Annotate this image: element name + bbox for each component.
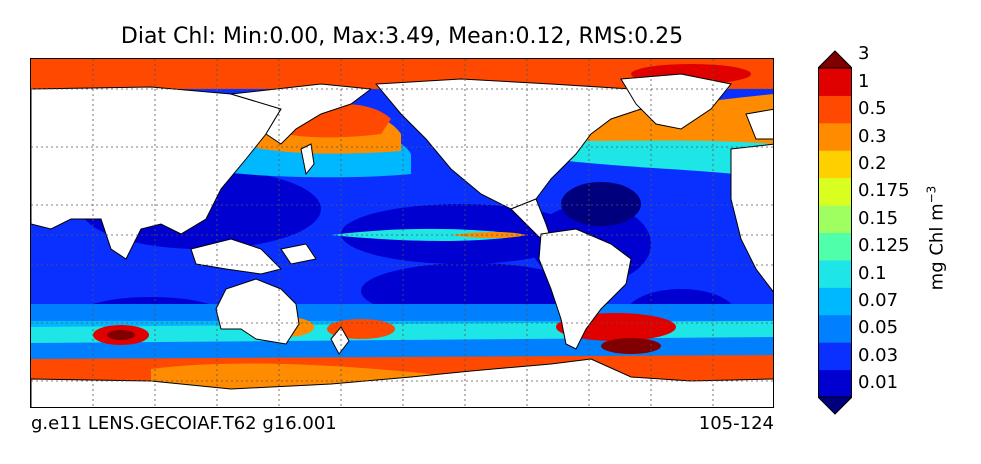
colorbar-tick-label: 0.125 [858,235,910,257]
chlorophyll-map [30,58,774,408]
graticule [31,59,773,407]
colorbar-tick-label: 3 [858,43,870,65]
colorbar-label: mg Chl m−3 [924,185,948,291]
year-range: 105-124 [698,413,774,434]
colorbar-segment [818,68,852,96]
colorbar-tick-label: 0.1 [858,262,887,284]
colorbar-tick-label: 0.03 [858,344,899,366]
colorbar-tick-label: 0.05 [858,317,899,339]
colorbar-tick-label: 1 [858,70,870,92]
colorbar-segment [818,150,852,179]
colorbar-tick-label: 0.175 [858,180,910,202]
colorbar-segment [818,259,852,288]
colorbar-segment [818,232,852,261]
colorbar [818,50,852,415]
colorbar-tick-label: 0.07 [858,290,899,312]
colorbar-segment [818,369,852,398]
colorbar-tick-label: 0.3 [858,125,887,147]
colorbar-segment [818,342,852,371]
colorbar-segment [818,314,852,343]
colorbar-tick-label: 0.15 [858,207,899,229]
colorbar-tick-label: 0.2 [858,152,887,174]
colorbar-frame [818,67,852,398]
run-identifier: g.e11 LENS.GECOIAF.T62 g16.001 [31,413,337,434]
colorbar-segment [818,122,852,151]
map-title: Diat Chl: Min:0.00, Max:3.49, Mean:0.12,… [120,24,684,49]
colorbar-segment [818,205,852,233]
colorbar-segment [818,287,852,316]
colorbar-segment [818,177,852,206]
colorbar-tick-label: 0.01 [858,372,899,394]
map-canvas [31,59,773,407]
colorbar-tick-label: 0.5 [858,98,887,120]
land-masses [31,73,773,407]
colorbar-segment [818,95,852,124]
colorbar-min-triangle [818,396,852,415]
colorbar-max-triangle [818,50,852,69]
